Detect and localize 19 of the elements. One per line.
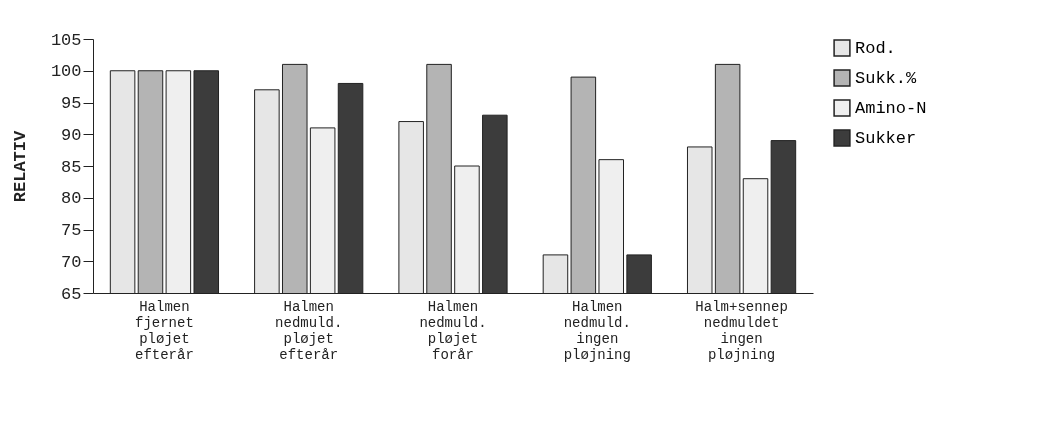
x-tick-label: Halmen nedmuld. pløjet efterår [275,298,343,363]
x-tick-label: Halmen nedmuld. pløjet forår [419,298,487,363]
y-tick-label: 80 [61,189,82,209]
y-tick-label: 95 [61,94,82,113]
y-tick-label: 105 [50,30,82,50]
x-tick-label: Halmen nedmuld. ingen pløjning [563,298,631,363]
y-tick-label: 65 [61,284,82,304]
y-tick-label: 100 [50,62,82,82]
legend-label: Rod. [855,39,896,58]
legend-label: Sukk.% [855,69,918,88]
y-tick-label: 75 [61,221,82,240]
y-axis-title: RELATIV [10,130,30,203]
legend-label: Sukker [855,129,917,148]
y-tick-label: 85 [61,157,82,177]
legend-label: Amino-N [855,99,927,118]
x-tick-label: Halmen fjernet pløjet efterår [135,298,194,363]
y-tick-label: 70 [61,252,82,272]
y-tick-label: 90 [61,125,82,145]
x-tick-label: Halm+sennep nedmuldet ingen pløjning [695,298,788,363]
